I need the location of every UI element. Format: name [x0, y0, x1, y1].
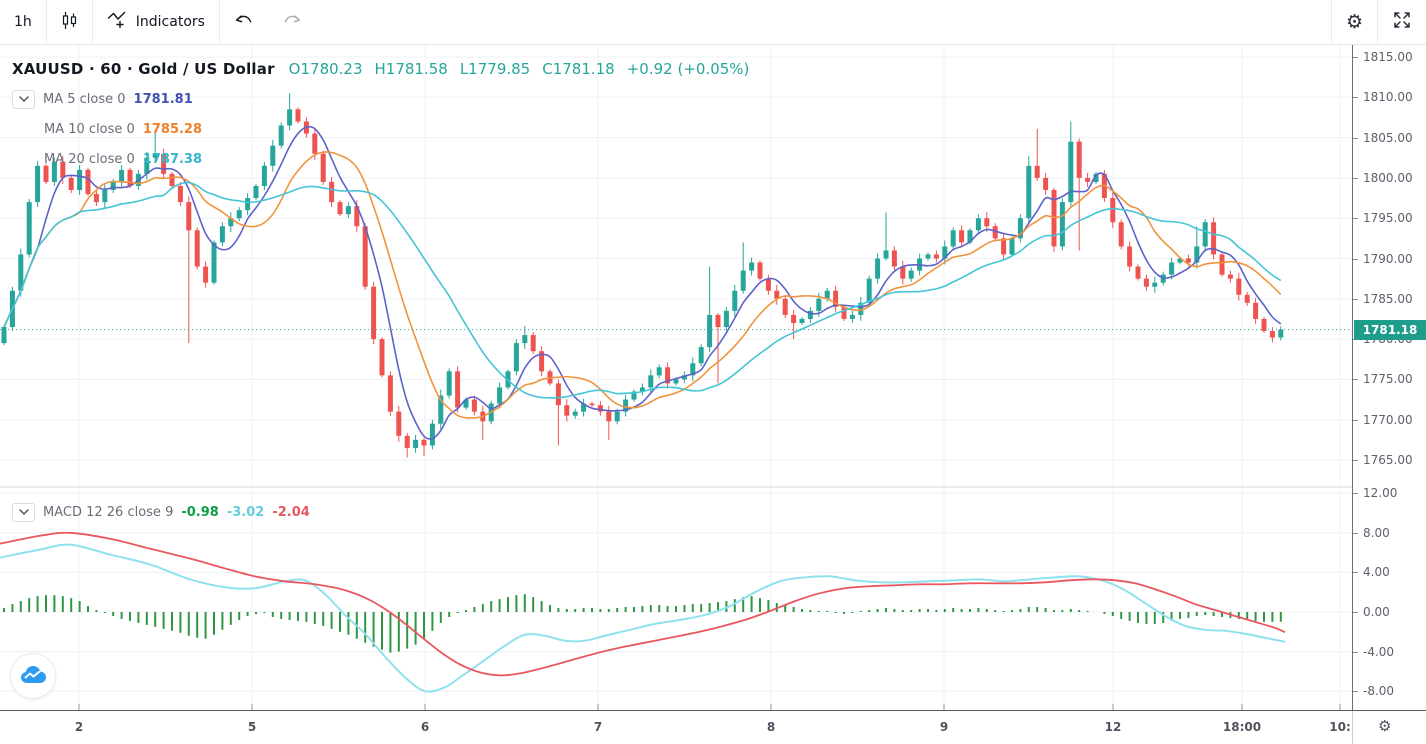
price-chart[interactable] [0, 45, 1352, 710]
axis-tick [1353, 339, 1358, 341]
axis-tick [1353, 572, 1358, 574]
ma10-label: MA 10 close 0 [44, 121, 135, 137]
macd-line-value: -3.02 [226, 504, 265, 520]
axis-tick [1353, 493, 1358, 495]
top-toolbar: 1h Indicators [0, 0, 1426, 45]
axis-tick [1353, 651, 1358, 653]
axis-tick [1353, 419, 1358, 421]
time-axis-label: 18:00 [1222, 720, 1262, 734]
ma-legend: MA 5 close 0 1781.81 MA 10 close 0 1785.… [12, 86, 202, 172]
axis-label: 1800.00 [1363, 170, 1413, 185]
toolbar-separator [45, 0, 47, 45]
toolbar-right-group: ⚙ [1330, 0, 1426, 45]
symbol-header: XAUUSD · 60 · Gold / US Dollar O1780.23 … [12, 60, 749, 78]
time-axis-divider [1352, 711, 1353, 744]
ma20-value: 1787.38 [142, 151, 203, 167]
timezone-gear-icon[interactable]: ⚙ [1378, 717, 1392, 735]
ohlc-values: O1780.23 H1781.58 L1779.85 C1781.18 +0.9… [289, 60, 750, 78]
ohlc-close: C1781.18 [542, 60, 615, 78]
axis-label: -8.00 [1363, 684, 1395, 699]
time-axis-label: 6 [420, 720, 430, 734]
axis-tick [1353, 137, 1358, 139]
time-axis-label: 2 [74, 720, 84, 734]
axis-label: 1810.00 [1363, 90, 1413, 105]
undo-button[interactable] [220, 0, 268, 45]
cloud-logo-icon [20, 664, 47, 688]
ma5-label: MA 5 close 0 [43, 91, 126, 107]
axis-tick [1353, 612, 1358, 613]
time-scale[interactable]: ⚙ 2 5 6 7 8 9 12 18:00 10: [0, 710, 1426, 744]
ma5-legend-row: MA 5 close 0 1781.81 [12, 86, 202, 112]
toolbar-separator [1377, 0, 1378, 45]
collapse-macd-legend-button[interactable] [12, 502, 35, 522]
axis-label: 1795.00 [1363, 211, 1413, 226]
interval-label: 1h [14, 14, 32, 30]
candlestick-style-icon [61, 11, 78, 34]
axis-label: 0.00 [1363, 605, 1390, 619]
axis-label: 1775.00 [1363, 372, 1413, 387]
axis-tick [1353, 258, 1358, 260]
chart-settings-button[interactable]: ⚙ [1332, 0, 1377, 45]
axis-label: -4.00 [1363, 644, 1395, 659]
indicators-icon [107, 10, 129, 34]
axis-tick [1353, 177, 1358, 179]
toolbar-separator [1330, 0, 1332, 45]
time-axis-label: 9 [939, 720, 949, 734]
undo-icon [234, 12, 254, 32]
symbol-title[interactable]: XAUUSD · 60 · Gold / US Dollar [12, 60, 275, 78]
time-axis-label: 12 [1104, 720, 1122, 734]
time-axis-label: 7 [593, 720, 603, 734]
fullscreen-button[interactable] [1378, 0, 1426, 45]
current-price-badge: 1781.18 [1354, 319, 1426, 340]
axis-tick [1353, 532, 1358, 534]
axis-label: 12.00 [1363, 486, 1398, 501]
axis-tick [1353, 57, 1358, 58]
redo-button[interactable] [268, 0, 316, 45]
fullscreen-icon [1392, 10, 1412, 34]
ma10-legend-row: MA 10 close 0 1785.28 [44, 116, 202, 142]
axis-tick [1353, 379, 1358, 381]
price-scale[interactable]: 1781.18 1815.00 1810.00 1805.00 1800.00 1795… [1352, 45, 1426, 710]
axis-label: 1785.00 [1363, 291, 1413, 306]
axis-label: 1805.00 [1363, 130, 1413, 145]
macd-label: MACD 12 26 close 9 [43, 504, 174, 520]
toolbar-separator [218, 0, 220, 45]
publish-logo-button[interactable] [10, 653, 56, 699]
redo-icon [282, 12, 302, 32]
macd-legend-row: MACD 12 26 close 9 -0.98 -3.02 -2.04 [12, 499, 310, 525]
axis-tick [1353, 97, 1358, 99]
ohlc-low: L1779.85 [459, 60, 531, 78]
interval-button[interactable]: 1h [0, 0, 46, 45]
ma20-legend-row: MA 20 close 0 1787.38 [44, 146, 202, 172]
time-axis-label: 8 [766, 720, 776, 734]
axis-tick [1353, 691, 1358, 693]
axis-tick [1353, 218, 1358, 220]
settings-gear-icon: ⚙ [1345, 10, 1363, 33]
ohlc-open: O1780.23 [288, 60, 363, 78]
collapse-legend-button[interactable] [12, 89, 35, 109]
ma5-value: 1781.81 [133, 91, 193, 107]
ohlc-change: +0.92 (+0.05%) [626, 60, 750, 78]
axis-label: 4.00 [1363, 565, 1390, 580]
chart-style-button[interactable] [47, 0, 92, 45]
toolbar-separator [91, 0, 93, 45]
axis-tick [1353, 460, 1358, 461]
ma20-label: MA 20 close 0 [44, 151, 135, 167]
axis-label: 1790.00 [1363, 251, 1413, 266]
axis-tick [1353, 298, 1358, 300]
macd-signal-value: -2.04 [272, 504, 310, 520]
macd-legend: MACD 12 26 close 9 -0.98 -3.02 -2.04 [12, 499, 310, 525]
time-axis-label: 10: [1329, 720, 1351, 734]
indicators-button[interactable]: Indicators [93, 0, 219, 45]
ma10-value: 1785.28 [142, 121, 203, 137]
axis-label: 1770.00 [1363, 412, 1413, 427]
axis-label: 1765.00 [1363, 453, 1413, 467]
axis-label: 8.00 [1363, 525, 1390, 540]
axis-label: 1815.00 [1363, 50, 1413, 64]
macd-hist-value: -0.98 [181, 504, 219, 520]
ohlc-high: H1781.58 [374, 60, 448, 78]
time-axis-label: 5 [247, 720, 257, 734]
indicators-label: Indicators [135, 14, 205, 30]
